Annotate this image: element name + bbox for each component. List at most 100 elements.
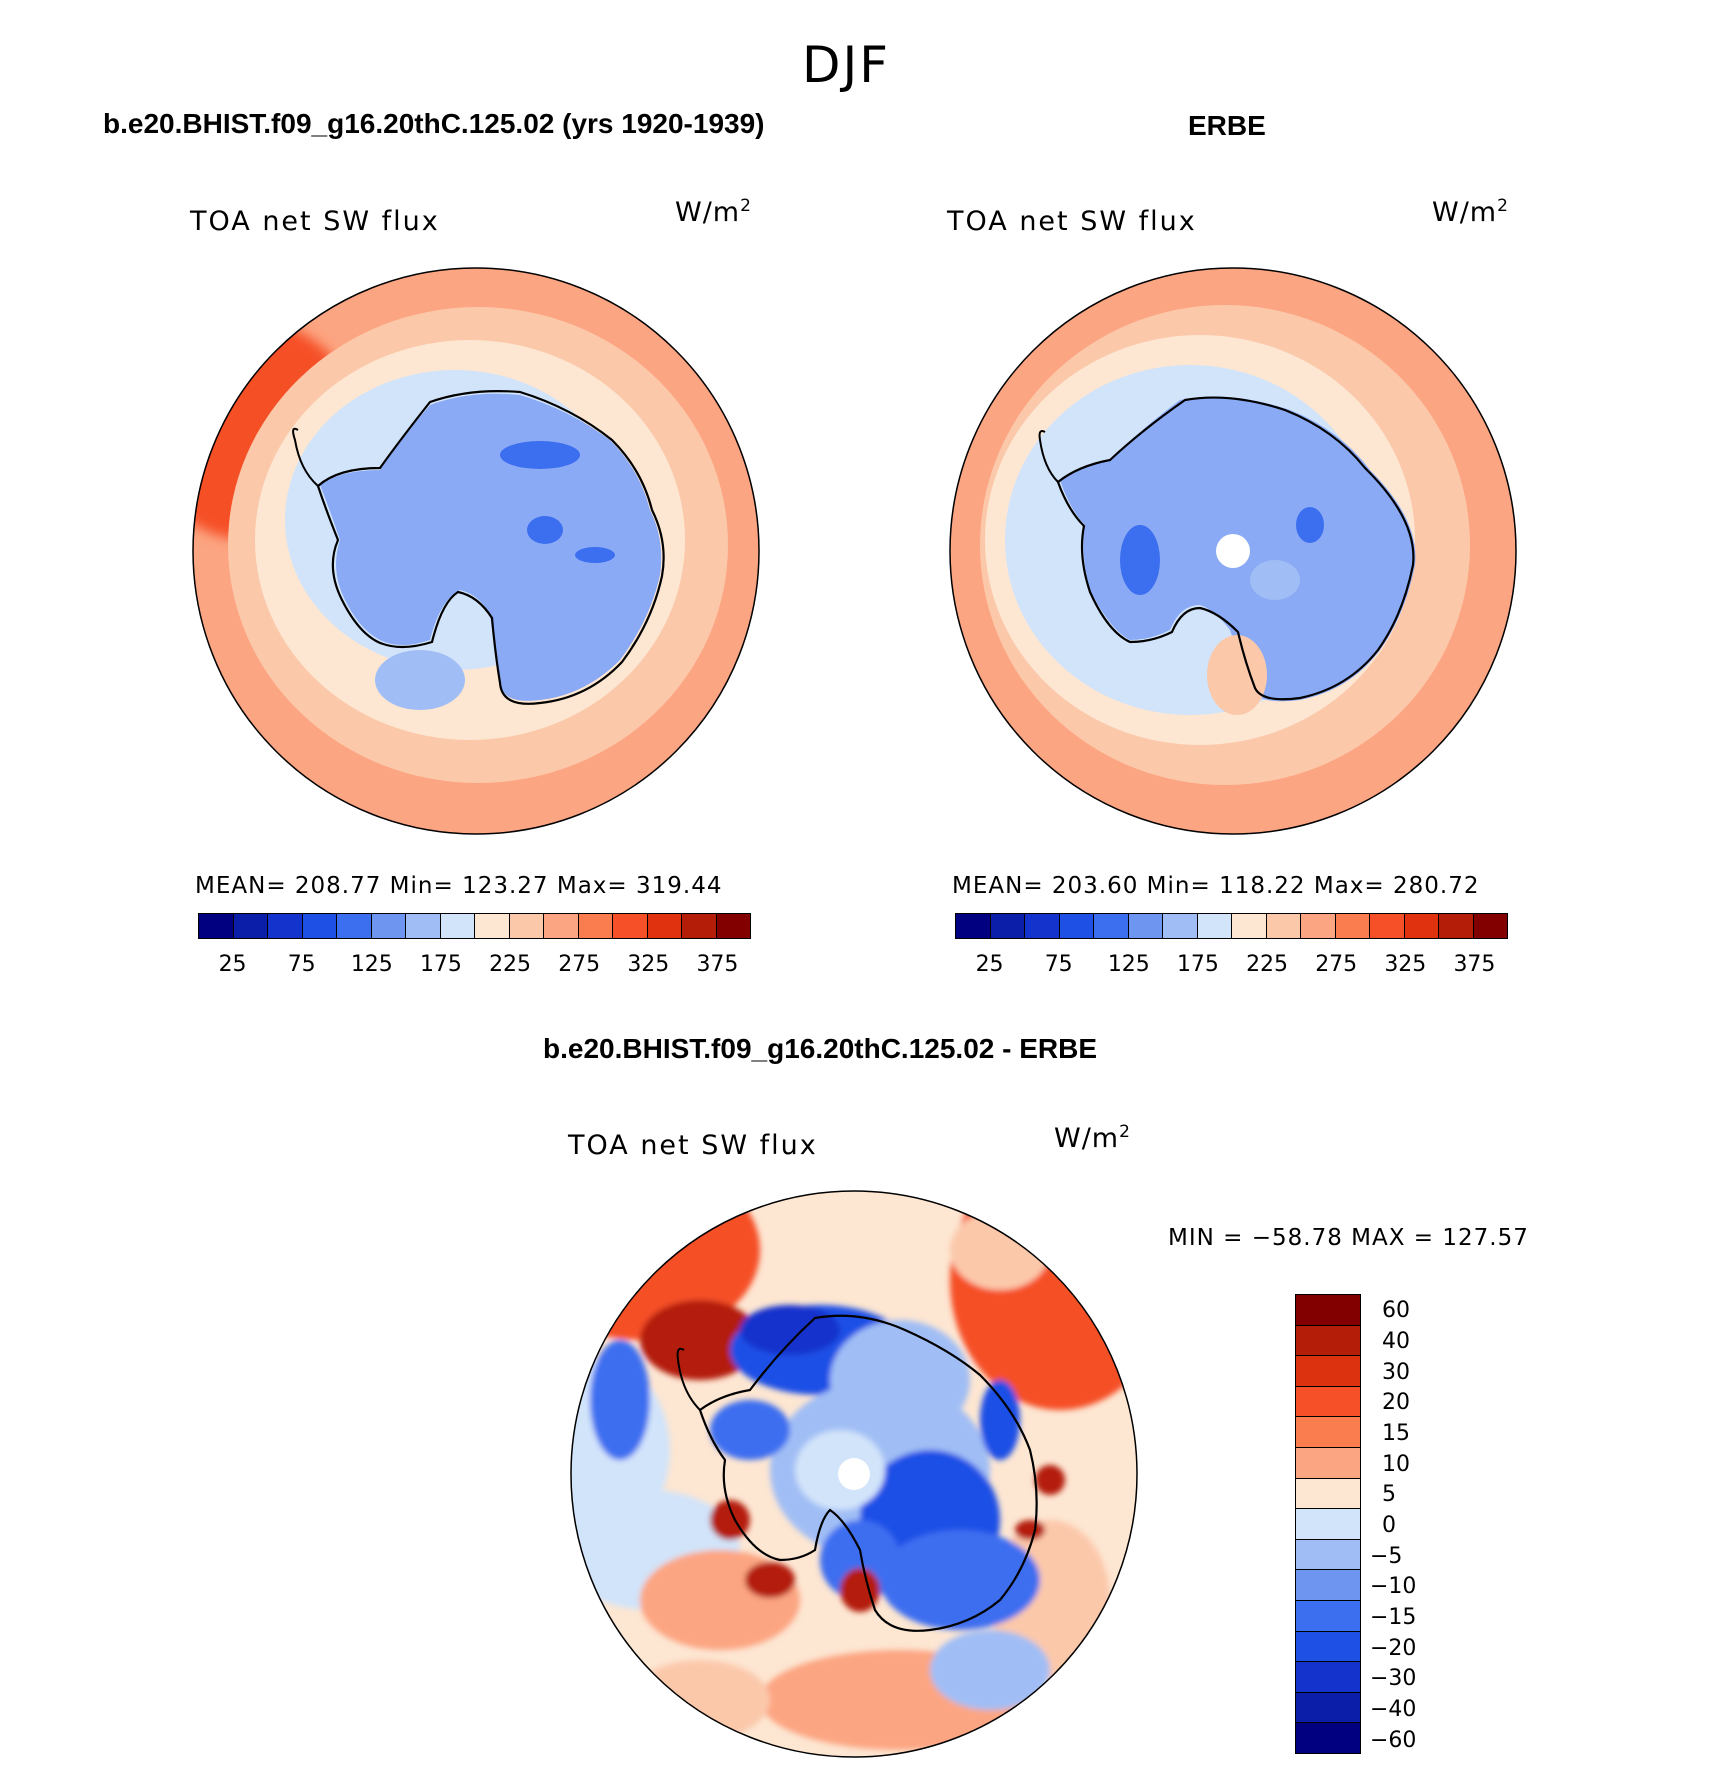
colorbar-swatch	[268, 914, 303, 938]
colorbar-tick-label: 375	[1453, 952, 1496, 977]
colorbar-swatch	[578, 914, 613, 938]
colorbar-swatch	[1301, 914, 1336, 938]
colorbar-swatch	[1296, 1417, 1360, 1448]
colorbar-tick-label: −5	[1370, 1543, 1403, 1569]
colorbar-swatch	[1128, 914, 1163, 938]
colorbar-swatch	[1296, 1662, 1360, 1693]
colorbar-swatch	[1296, 1386, 1360, 1418]
colorbar-tick-label: 30	[1382, 1359, 1410, 1385]
difference-field-region	[950, 1210, 1050, 1290]
colorbar-tick-label: 20	[1382, 1390, 1410, 1416]
colorbar-swatch	[1296, 1447, 1360, 1479]
colorbar-tick-label: −15	[1370, 1605, 1417, 1630]
colorbar-tick-label: 175	[419, 952, 462, 977]
colorbar-swatch	[1370, 914, 1405, 938]
colorbar-swatch	[1404, 914, 1439, 938]
colorbar-swatch	[1296, 1570, 1360, 1601]
colorbar-swatch	[1296, 1325, 1360, 1357]
colorbar-tick-label: 10	[1382, 1451, 1410, 1477]
colorbar-swatch	[1439, 914, 1474, 938]
colorbar-swatch	[406, 914, 441, 938]
difference-field-region	[880, 1530, 1040, 1630]
panel3-variable: TOA net SW flux	[568, 1130, 818, 1161]
panel1-title: b.e20.BHIST.f09_g16.20thC.125.02 (yrs 19…	[103, 108, 765, 139]
colorbar-tick-label: 125	[350, 952, 393, 977]
map-model	[193, 268, 759, 834]
colorbar-tick-label: 75	[287, 952, 316, 977]
colorbar-swatch	[337, 914, 372, 938]
colorbar-swatch	[1163, 914, 1198, 938]
colorbar-tick-label: −10	[1370, 1574, 1417, 1600]
colorbar-swatch	[1094, 914, 1129, 938]
colorbar-swatch	[1296, 1509, 1360, 1540]
difference-field-region	[710, 1400, 790, 1460]
colorbar-swatch	[1296, 1692, 1360, 1724]
difference-field-region	[980, 1380, 1020, 1460]
colorbar-tick-label: 25	[218, 952, 247, 977]
colorbar-swatch	[1059, 914, 1094, 938]
colorbar-swatch	[1232, 914, 1267, 938]
panel1-variable: TOA net SW flux	[190, 206, 440, 237]
colorbar-tick-label: 325	[1384, 952, 1427, 977]
colorbar-swatch	[1296, 1356, 1360, 1387]
colorbar-tick-label: 15	[1382, 1421, 1410, 1446]
colorbar-swatch	[1296, 1631, 1360, 1663]
colorbar-tick-label: 175	[1176, 952, 1219, 977]
panel3-units: W/m2	[1054, 1122, 1131, 1154]
colorbar-tick-label: 275	[1315, 952, 1358, 977]
colorbar-tick-label: −30	[1370, 1666, 1417, 1692]
panel3-title: b.e20.BHIST.f09_g16.20thC.125.02 - ERBE	[543, 1033, 1098, 1064]
colorbar-swatch	[1025, 914, 1060, 938]
colorbar-swatch	[1296, 1539, 1360, 1571]
difference-field-region	[820, 1520, 900, 1600]
colorbar-swatch	[682, 914, 717, 938]
colorbar-swatch	[199, 914, 234, 938]
panel3-stats: MIN = −58.78 MAX = 127.57	[1168, 1225, 1529, 1251]
colorbar-tick-label: −40	[1370, 1697, 1417, 1722]
difference-field-region	[745, 1562, 795, 1598]
difference-field-region	[571, 1250, 600, 1350]
colorbar-swatch	[475, 914, 510, 938]
colorbar-tick-label: 60	[1382, 1298, 1410, 1324]
colorbar-swatch	[233, 914, 268, 938]
colorbar-swatch	[1296, 1600, 1360, 1632]
colorbar-tick-label: 5	[1382, 1482, 1396, 1508]
difference-field-region	[640, 1300, 760, 1380]
colorbar-swatch	[1266, 914, 1301, 938]
difference-field-region	[1035, 1465, 1065, 1495]
colorbar-swatch	[302, 914, 337, 938]
colorbar-tick-label: 25	[975, 952, 1004, 977]
colorbar-tick-label: 225	[1246, 952, 1289, 977]
colorbar-swatch	[440, 914, 475, 938]
colorbar-swatch	[1473, 914, 1507, 938]
colorbar-swatch	[716, 914, 750, 938]
panel2-units: W/m2	[1432, 196, 1509, 228]
panel2-stats: MEAN= 203.60 Min= 118.22 Max= 280.72	[952, 873, 1480, 899]
difference-field-region	[930, 1630, 1050, 1710]
colorbar-swatch	[990, 914, 1025, 938]
colorbar-tick-label: 325	[627, 952, 670, 977]
difference-field-region	[1015, 1520, 1045, 1540]
colorbar-tick-label: 225	[489, 952, 532, 977]
colorbar-tick-label: 275	[558, 952, 601, 977]
season-title: DJF	[802, 36, 891, 94]
panel1-colorbar	[198, 913, 751, 939]
colorbar-swatch	[647, 914, 682, 938]
colorbar-tick-label: 40	[1382, 1329, 1410, 1354]
colorbar-tick-label: −60	[1370, 1727, 1417, 1753]
colorbar-tick-label: 75	[1044, 952, 1073, 977]
map-erbe	[950, 268, 1516, 834]
difference-field-region	[840, 1568, 880, 1612]
panel1-stats: MEAN= 208.77 Min= 123.27 Max= 319.44	[195, 873, 723, 899]
map-difference	[571, 1191, 1137, 1757]
colorbar-tick-label: 125	[1107, 952, 1150, 977]
colorbar-swatch	[1296, 1295, 1360, 1326]
panel2-variable: TOA net SW flux	[947, 206, 1197, 237]
difference-field-region	[740, 1305, 840, 1355]
panel2-title: ERBE	[1188, 110, 1266, 141]
panel1-units: W/m2	[675, 196, 752, 228]
panel3-colorbar	[1295, 1294, 1361, 1754]
colorbar-swatch	[544, 914, 579, 938]
colorbar-tick-label: 0	[1382, 1513, 1396, 1538]
